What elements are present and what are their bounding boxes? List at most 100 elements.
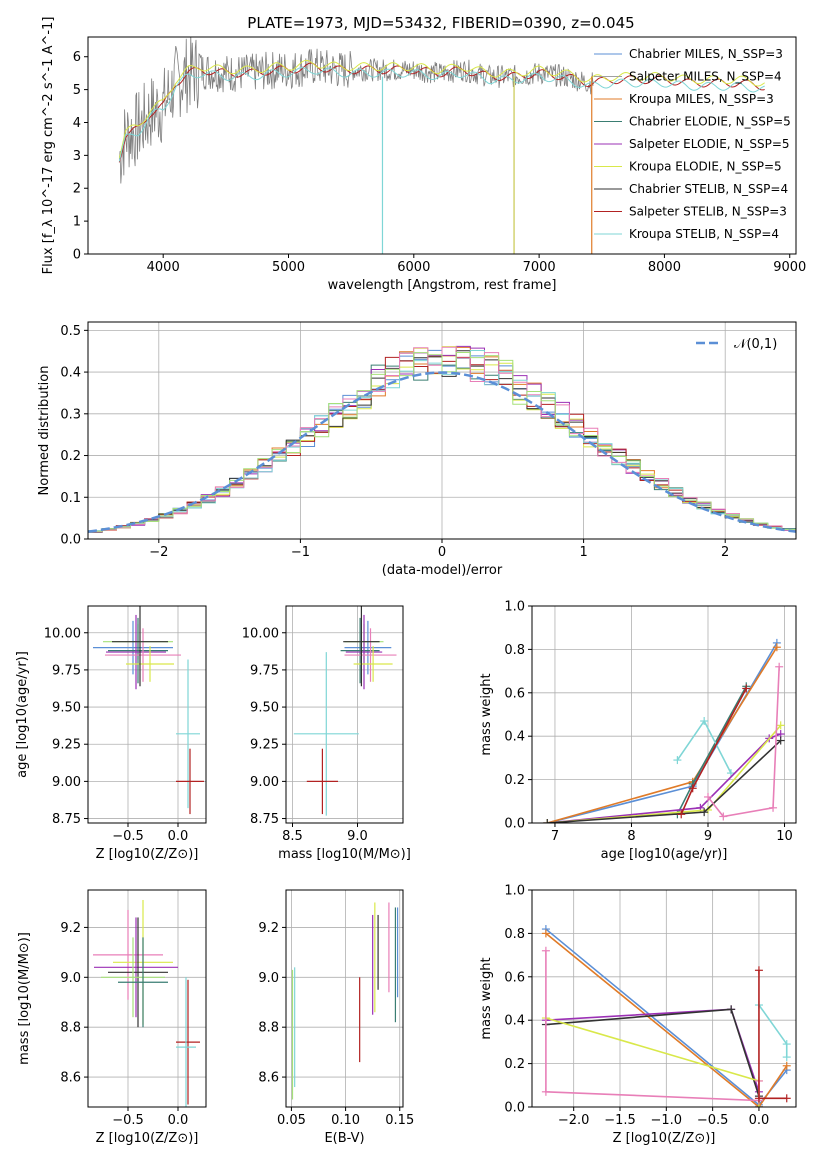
- y-tick-label: 9.0: [60, 971, 81, 986]
- plot-area: [118, 37, 765, 254]
- legend-label: Chabrier ELODIE, N_SSP=5: [629, 115, 791, 129]
- x-tick-label: 8: [627, 829, 635, 844]
- legend-label: Kroupa MILES, N_SSP=3: [629, 92, 774, 106]
- y-tick-label: 9.00: [52, 775, 81, 790]
- gaussian-curve: [88, 371, 796, 533]
- x-axis-label: (data-model)/error: [382, 563, 503, 578]
- legend-label: Chabrier STELIB, N_SSP=4: [629, 182, 788, 196]
- x-tick-label: −2: [149, 545, 168, 560]
- legend-label: Kroupa STELIB, N_SSP=4: [629, 227, 779, 241]
- y-tick-label: 1.0: [504, 884, 525, 899]
- y-axis-label: mass weight: [479, 957, 494, 1039]
- x-tick-label: −0.5: [112, 1113, 144, 1128]
- plot-area: [293, 606, 397, 816]
- y-tick-label: 8.75: [52, 812, 81, 827]
- y-tick-label: 1: [73, 215, 81, 230]
- legend-label: Salpeter STELIB, N_SSP=3: [629, 205, 787, 219]
- y-tick-label: 0.3: [60, 407, 81, 422]
- panel-5: −0.5 0.0 8.6 8.8 9.0 9.2 Z [log10(Z/Z⊙)] mass […: [17, 890, 206, 1146]
- axes-frame: [87, 605, 207, 824]
- x-tick-label: −1: [291, 545, 310, 560]
- plot-area: [543, 638, 785, 823]
- y-tick-label: 0.2: [504, 773, 525, 788]
- y-tick-label: 9.25: [250, 738, 279, 753]
- y-tick-label: 9.50: [52, 701, 81, 716]
- y-tick-label: 1.0: [504, 600, 525, 615]
- y-tick-label: 0.2: [504, 1057, 525, 1072]
- x-tick-label: 9: [704, 829, 712, 844]
- weight-line: [547, 646, 778, 823]
- x-axis-label: age [log10(age/yr)]: [601, 847, 728, 862]
- panel-2: −0.5 0.0 8.75 9.00 9.25 9.50 9.75 10.00 Z [log10…: [15, 606, 206, 862]
- spectrum-model-line: [118, 67, 765, 162]
- weight-line: [547, 733, 781, 823]
- x-axis-label: Z [log10(Z/Z⊙)]: [613, 1131, 716, 1146]
- y-tick-label: 0.0: [504, 1101, 525, 1116]
- y-tick-label: 9.25: [52, 738, 81, 753]
- y-axis-label: age [log10(age/yr)]: [15, 651, 30, 778]
- x-tick-label: 5000: [272, 260, 305, 275]
- y-tick-label: 9.75: [52, 663, 81, 678]
- y-tick-label: 0.4: [504, 1014, 525, 1029]
- x-tick-label: 0.0: [168, 1113, 189, 1128]
- axes-frame: [285, 889, 404, 1108]
- panel-6: 0.05 0.10 0.15 8.6 8.8 9.0 9.2 E(B-V): [258, 890, 414, 1146]
- figure-title: PLATE=1973, MJD=53432, FIBERID=0390, z=0…: [247, 14, 634, 32]
- y-tick-label: 9.2: [60, 921, 81, 936]
- axes-frame: [87, 321, 797, 540]
- y-axis-label: mass weight: [479, 673, 494, 755]
- y-tick-label: 0.6: [504, 686, 525, 701]
- y-tick-label: 8.6: [258, 1071, 279, 1086]
- legend-label: 𝒩(0,1): [734, 337, 777, 352]
- y-tick-label: 5: [73, 83, 81, 98]
- plot-area: [88, 345, 796, 533]
- y-axis-label: Normed distribution: [37, 366, 52, 496]
- y-tick-label: 9.0: [258, 971, 279, 986]
- y-axis-label: Flux [f_λ 10^-17 erg cm^-2 s^-1 A^-1]: [41, 17, 56, 275]
- y-tick-label: 8.8: [258, 1021, 279, 1036]
- y-tick-label: 0.5: [60, 324, 81, 339]
- y-tick-label: 0.8: [504, 643, 525, 658]
- y-tick-label: 0.4: [504, 730, 525, 745]
- axes-frame: [285, 605, 404, 824]
- spectrum-data-line: [118, 37, 594, 184]
- panel-0: 4000 5000 6000 7000 8000 9000 0 1 2 3 4 5 6 wavelengt…: [41, 17, 806, 293]
- x-tick-label: 8000: [648, 260, 681, 275]
- y-tick-label: 9.2: [258, 921, 279, 936]
- spectrum-model-line: [118, 59, 765, 159]
- x-axis-label: Z [log10(Z/Z⊙)]: [96, 1131, 199, 1146]
- y-tick-label: 10.00: [242, 626, 279, 641]
- y-tick-label: 9.00: [250, 775, 279, 790]
- y-tick-label: 2: [73, 182, 81, 197]
- weight-line: [547, 642, 778, 823]
- x-tick-label: 7: [551, 829, 559, 844]
- y-tick-label: 0.0: [504, 817, 525, 832]
- x-axis-label: wavelength [Angstrom, rest frame]: [328, 278, 557, 293]
- x-tick-label: 0: [438, 545, 446, 560]
- spectrum-legend: Chabrier MILES, N_SSP=3 Salpeter MILES, N…: [594, 47, 791, 241]
- plot-area: [93, 899, 200, 1107]
- y-tick-label: 0.4: [60, 366, 81, 381]
- axes-frame: [531, 605, 797, 824]
- y-tick-label: 0: [73, 248, 81, 263]
- y-tick-label: 8.75: [250, 812, 279, 827]
- axes-frame: [531, 889, 797, 1108]
- x-axis-label: Z [log10(Z/Z⊙)]: [96, 847, 199, 862]
- panel-3: 8.5 9.0 8.75 9.00 9.25 9.50 9.75 10.00 mass [log…: [242, 606, 411, 862]
- y-tick-label: 0.1: [60, 491, 81, 506]
- axes-frame: [87, 889, 207, 1108]
- histogram-step: [88, 352, 796, 532]
- x-tick-label: −2.0: [558, 1113, 590, 1128]
- x-axis-label: mass [log10(M/M⊙)]: [278, 847, 411, 862]
- y-tick-label: 8.8: [60, 1021, 81, 1036]
- y-tick-label: 9.50: [250, 701, 279, 716]
- x-tick-label: 0.0: [749, 1113, 770, 1128]
- x-tick-label: 2: [721, 545, 729, 560]
- x-tick-label: 0.15: [385, 1113, 414, 1128]
- y-tick-label: 10.00: [44, 626, 81, 641]
- weight-line: [758, 970, 787, 1100]
- y-axis-label: mass [log10(M/M⊙)]: [17, 932, 32, 1065]
- x-axis-label: E(B-V): [324, 1131, 364, 1146]
- plot-area: [291, 902, 399, 1100]
